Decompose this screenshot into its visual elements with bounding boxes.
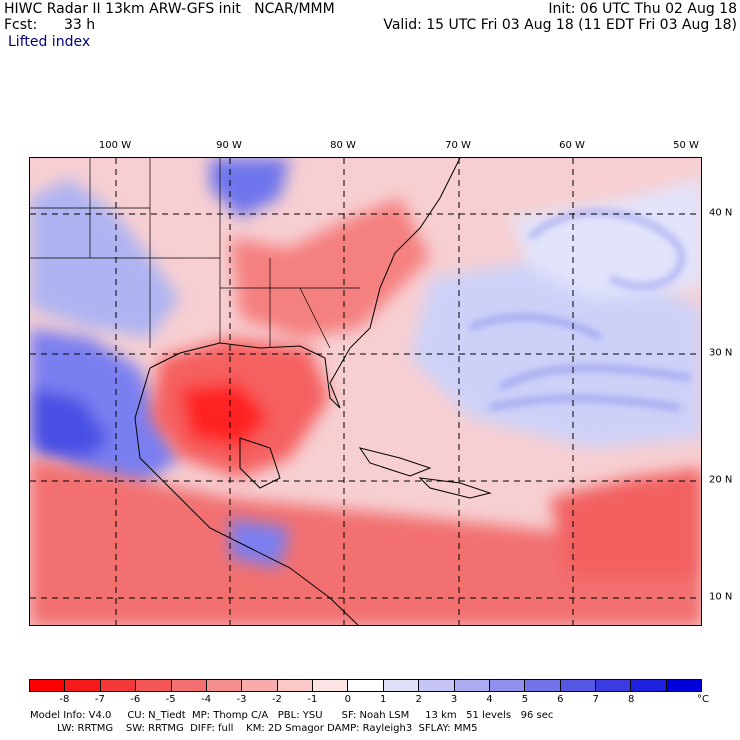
lat-label-10n: 10 N bbox=[709, 591, 733, 603]
lat-label-40n: 40 N bbox=[709, 207, 733, 219]
model-info-line2: LW: RRTMG SW: RRTMG DIFF: full KM: 2D Sm… bbox=[57, 723, 478, 734]
colorbar-cell bbox=[419, 680, 455, 691]
lat-label-20n: 20 N bbox=[709, 474, 733, 486]
valid-time: Valid: 15 UTC Fri 03 Aug 18 (11 EDT Fri … bbox=[383, 17, 737, 33]
field-name: Lifted index bbox=[8, 34, 91, 50]
colorbar-cell bbox=[525, 680, 561, 691]
colorbar-cell bbox=[383, 680, 420, 691]
colorbar-tick-label: -1 bbox=[307, 694, 318, 705]
map-graphic bbox=[30, 158, 701, 625]
colorbar-tick-label: -2 bbox=[271, 694, 282, 705]
forecast-hour: 33 h bbox=[64, 17, 96, 33]
colorbar-tick-label: 0 bbox=[344, 694, 351, 705]
lon-label-80w: 80 W bbox=[330, 140, 356, 151]
colorbar-tick-label: 8 bbox=[627, 694, 635, 705]
colorbar-unit: °C bbox=[697, 694, 709, 705]
colorbar-cell bbox=[631, 680, 667, 691]
colorbar-tick-label: -7 bbox=[94, 694, 105, 705]
colorbar-cell bbox=[100, 680, 137, 691]
colorbar-cell bbox=[313, 680, 349, 691]
lat-label-30n: 30 N bbox=[709, 347, 733, 359]
model-title: HIWC Radar II 13km ARW-GFS init NCAR/MMM bbox=[4, 1, 335, 17]
colorbar-cell bbox=[171, 680, 207, 691]
colorbar-cell bbox=[206, 680, 243, 691]
latlon-grid bbox=[30, 158, 701, 625]
colorbar-cell bbox=[136, 680, 172, 691]
colorbar-tick-label: 2 bbox=[415, 694, 422, 705]
colorbar-cell bbox=[65, 680, 101, 691]
colorbar-cell bbox=[277, 680, 313, 691]
colorbar-cell bbox=[596, 680, 632, 691]
colorbar bbox=[29, 679, 702, 692]
colorbar-tick-label: -8 bbox=[59, 694, 70, 705]
state-borders bbox=[30, 158, 360, 349]
colorbar-tick-label: 6 bbox=[557, 694, 564, 705]
colorbar-cell bbox=[489, 680, 526, 691]
colorbar-tick-label: 7 bbox=[592, 694, 599, 705]
coastlines bbox=[134, 158, 492, 625]
lon-label-60w: 60 W bbox=[559, 140, 585, 151]
colorbar-cell bbox=[348, 680, 384, 691]
lon-label-70w: 70 W bbox=[445, 140, 471, 151]
colorbar-cell bbox=[242, 680, 278, 691]
colorbar-cell bbox=[30, 680, 66, 691]
colorbar-tick-label: 4 bbox=[486, 694, 493, 705]
colorbar-tick-label: 5 bbox=[521, 694, 529, 705]
forecast-label: Fcst: bbox=[4, 17, 38, 33]
lon-label-100w: 100 W bbox=[98, 140, 132, 151]
atlantic-swirl-bands bbox=[469, 211, 691, 410]
colorbar-cell bbox=[666, 680, 702, 691]
colorbar-tick-label: -5 bbox=[165, 694, 176, 705]
colorbar-tick-label: -6 bbox=[130, 694, 141, 705]
colorbar-cell bbox=[560, 680, 596, 691]
unstable-air-gulf bbox=[30, 198, 701, 625]
lon-label-50w: 50 W bbox=[673, 140, 699, 151]
colorbar-tick-label: 3 bbox=[450, 694, 458, 705]
colorbar-tick-label: -3 bbox=[236, 694, 247, 705]
lon-label-90w: 90 W bbox=[216, 140, 242, 151]
colorbar-tick-label: 1 bbox=[380, 694, 387, 705]
init-time: Init: 06 UTC Thu 02 Aug 18 bbox=[548, 1, 737, 17]
colorbar-tick-label: -4 bbox=[201, 694, 212, 705]
model-info-line1: Model Info: V4.0 CU: N_Tiedt MP: Thomp C… bbox=[30, 710, 554, 721]
lifted-index-map bbox=[29, 157, 702, 626]
colorbar-cell bbox=[454, 680, 490, 691]
